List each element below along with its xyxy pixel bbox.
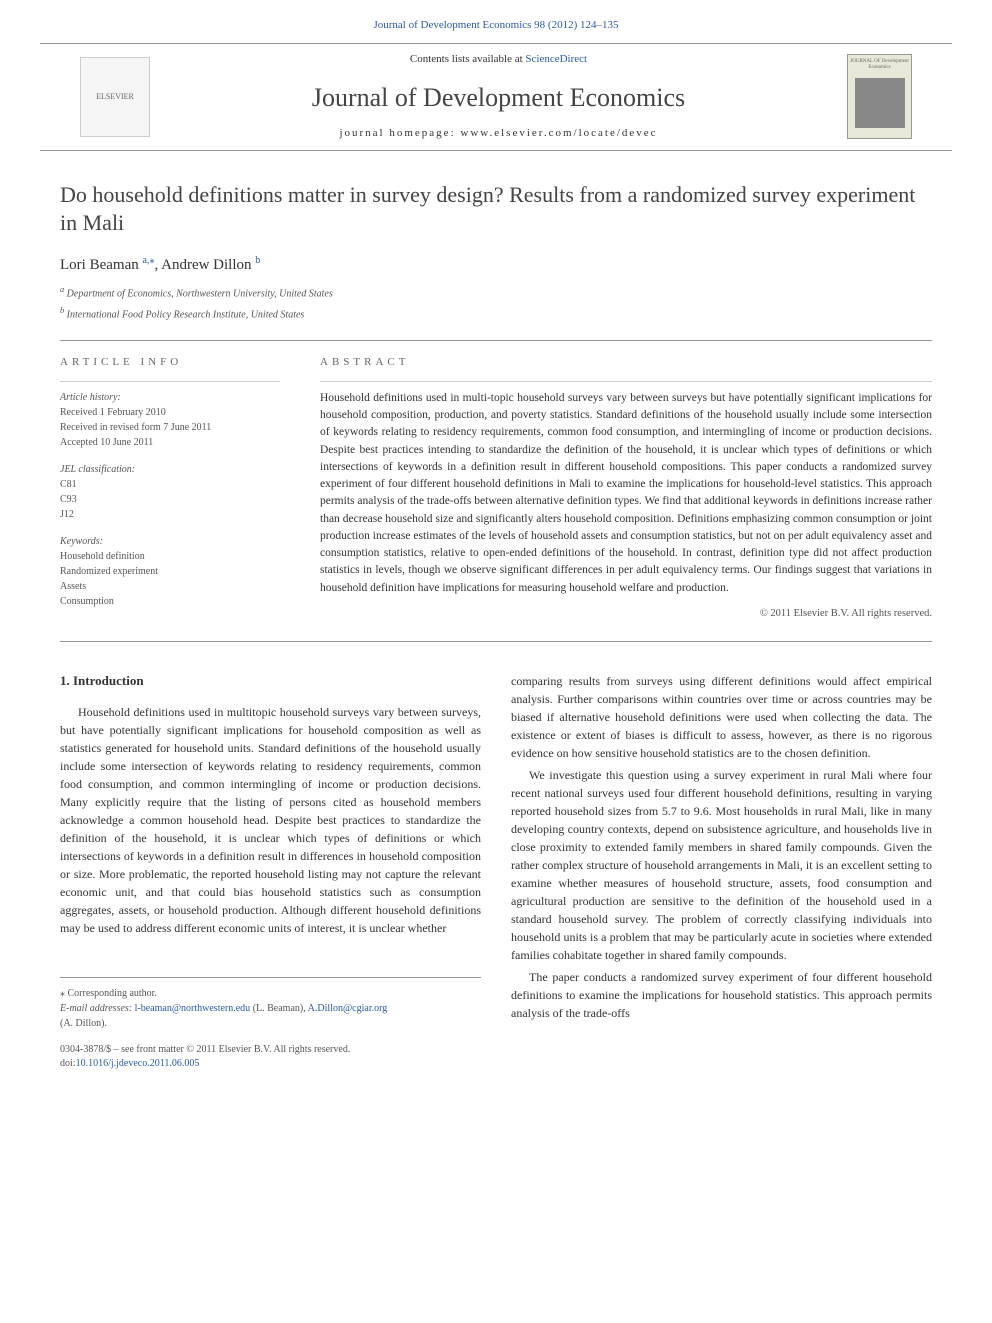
affil-text-1: International Food Policy Research Insti…	[67, 309, 305, 320]
footer-area: ⁎ Corresponding author. E-mail addresses…	[60, 977, 481, 1071]
corr-label: ⁎ Corresponding author.	[60, 986, 481, 1001]
divider-top	[60, 340, 932, 341]
doi-link[interactable]: 10.1016/j.jdeveco.2011.06.005	[76, 1058, 200, 1069]
journal-ref-link[interactable]: Journal of Development Economics 98 (201…	[373, 19, 618, 31]
journal-reference-top: Journal of Development Economics 98 (201…	[0, 0, 992, 43]
right-para-2: The paper conducts a randomized survey e…	[511, 968, 932, 1022]
intro-heading: 1. Introduction	[60, 672, 481, 690]
copyright-text: © 2011 Elsevier B.V. All rights reserved…	[320, 607, 932, 622]
jel-0: C81	[60, 477, 280, 492]
publisher-logo-text: ELSEVIER	[96, 91, 134, 102]
cover-thumb-image	[855, 78, 905, 128]
homepage-prefix: journal homepage:	[339, 127, 460, 139]
history-2: Accepted 10 June 2011	[60, 435, 280, 450]
history-0: Received 1 February 2010	[60, 405, 280, 420]
jel-1: C93	[60, 492, 280, 507]
article-info-heading: ARTICLE INFO	[60, 355, 280, 370]
email-link-2[interactable]: A.Dillon@cgiar.org	[308, 1003, 388, 1014]
history-1: Received in revised form 7 June 2011	[60, 420, 280, 435]
kw-0: Household definition	[60, 549, 280, 564]
kw-2: Assets	[60, 579, 280, 594]
journal-cover-thumb: JOURNAL OF Development Economics	[847, 54, 912, 139]
kw-3: Consumption	[60, 594, 280, 609]
author-sup-1: b	[255, 255, 260, 266]
body-two-col: 1. Introduction Household definitions us…	[60, 672, 932, 1070]
email-link-1[interactable]: l-beaman@northwestern.edu	[135, 1003, 251, 1014]
doi-prefix: doi:	[60, 1058, 76, 1069]
homepage-line: journal homepage: www.elsevier.com/locat…	[170, 126, 827, 141]
affiliation-1: b International Food Policy Research Ins…	[60, 305, 932, 322]
history-block: Article history: Received 1 February 201…	[60, 390, 280, 450]
info-divider	[60, 381, 280, 382]
right-para-0: comparing results from surveys using dif…	[511, 672, 932, 762]
publisher-logo: ELSEVIER	[80, 57, 150, 137]
right-para-1: We investigate this question using a sur…	[511, 766, 932, 964]
abstract-text: Household definitions used in multi-topi…	[320, 390, 932, 597]
affil-marker-0: a	[60, 285, 64, 294]
article-title: Do household definitions matter in surve…	[60, 181, 932, 238]
abstract-heading: ABSTRACT	[320, 355, 932, 370]
right-col: comparing results from surveys using dif…	[511, 672, 932, 1070]
sciencedirect-link[interactable]: ScienceDirect	[525, 53, 587, 65]
info-abstract-row: ARTICLE INFO Article history: Received 1…	[60, 355, 932, 621]
contents-line: Contents lists available at ScienceDirec…	[170, 52, 827, 67]
journal-name: Journal of Development Economics	[170, 80, 827, 116]
email-label: E-mail addresses:	[60, 1003, 135, 1014]
contents-prefix: Contents lists available at	[410, 53, 525, 65]
abstract-col: ABSTRACT Household definitions used in m…	[320, 355, 932, 621]
corr-author: ⁎ Corresponding author. E-mail addresses…	[60, 986, 481, 1031]
abstract-divider	[320, 381, 932, 382]
authors: Lori Beaman a,⁎, Andrew Dillon b	[60, 254, 932, 276]
header-center: Contents lists available at ScienceDirec…	[150, 52, 847, 141]
author-name-0: Lori Beaman	[60, 257, 142, 273]
homepage-url: www.elsevier.com/locate/devec	[460, 127, 657, 139]
left-para-0: Household definitions used in multitopic…	[60, 703, 481, 937]
keywords-label: Keywords:	[60, 534, 280, 549]
author-name-1: , Andrew Dillon	[154, 257, 255, 273]
journal-header: ELSEVIER Contents lists available at Sci…	[40, 43, 952, 150]
jel-label: JEL classification:	[60, 462, 280, 477]
left-col: 1. Introduction Household definitions us…	[60, 672, 481, 1070]
affil-marker-1: b	[60, 306, 64, 315]
jel-block: JEL classification: C81 C93 J12	[60, 462, 280, 522]
cover-thumb-label: JOURNAL OF Development Economics	[850, 59, 909, 70]
name-2: (A. Dillon).	[60, 1016, 481, 1031]
affiliation-0: a Department of Economics, Northwestern …	[60, 284, 932, 301]
name-1: (L. Beaman),	[250, 1003, 307, 1014]
issn-line: 0304-3878/$ – see front matter © 2011 El…	[60, 1043, 481, 1057]
affil-text-0: Department of Economics, Northwestern Un…	[67, 288, 333, 299]
pub-info: 0304-3878/$ – see front matter © 2011 El…	[60, 1043, 481, 1071]
article-content: Do household definitions matter in surve…	[0, 151, 992, 1111]
article-info-col: ARTICLE INFO Article history: Received 1…	[60, 355, 280, 621]
keywords-block: Keywords: Household definition Randomize…	[60, 534, 280, 609]
history-label: Article history:	[60, 390, 280, 405]
divider-bottom	[60, 641, 932, 642]
jel-2: J12	[60, 507, 280, 522]
kw-1: Randomized experiment	[60, 564, 280, 579]
